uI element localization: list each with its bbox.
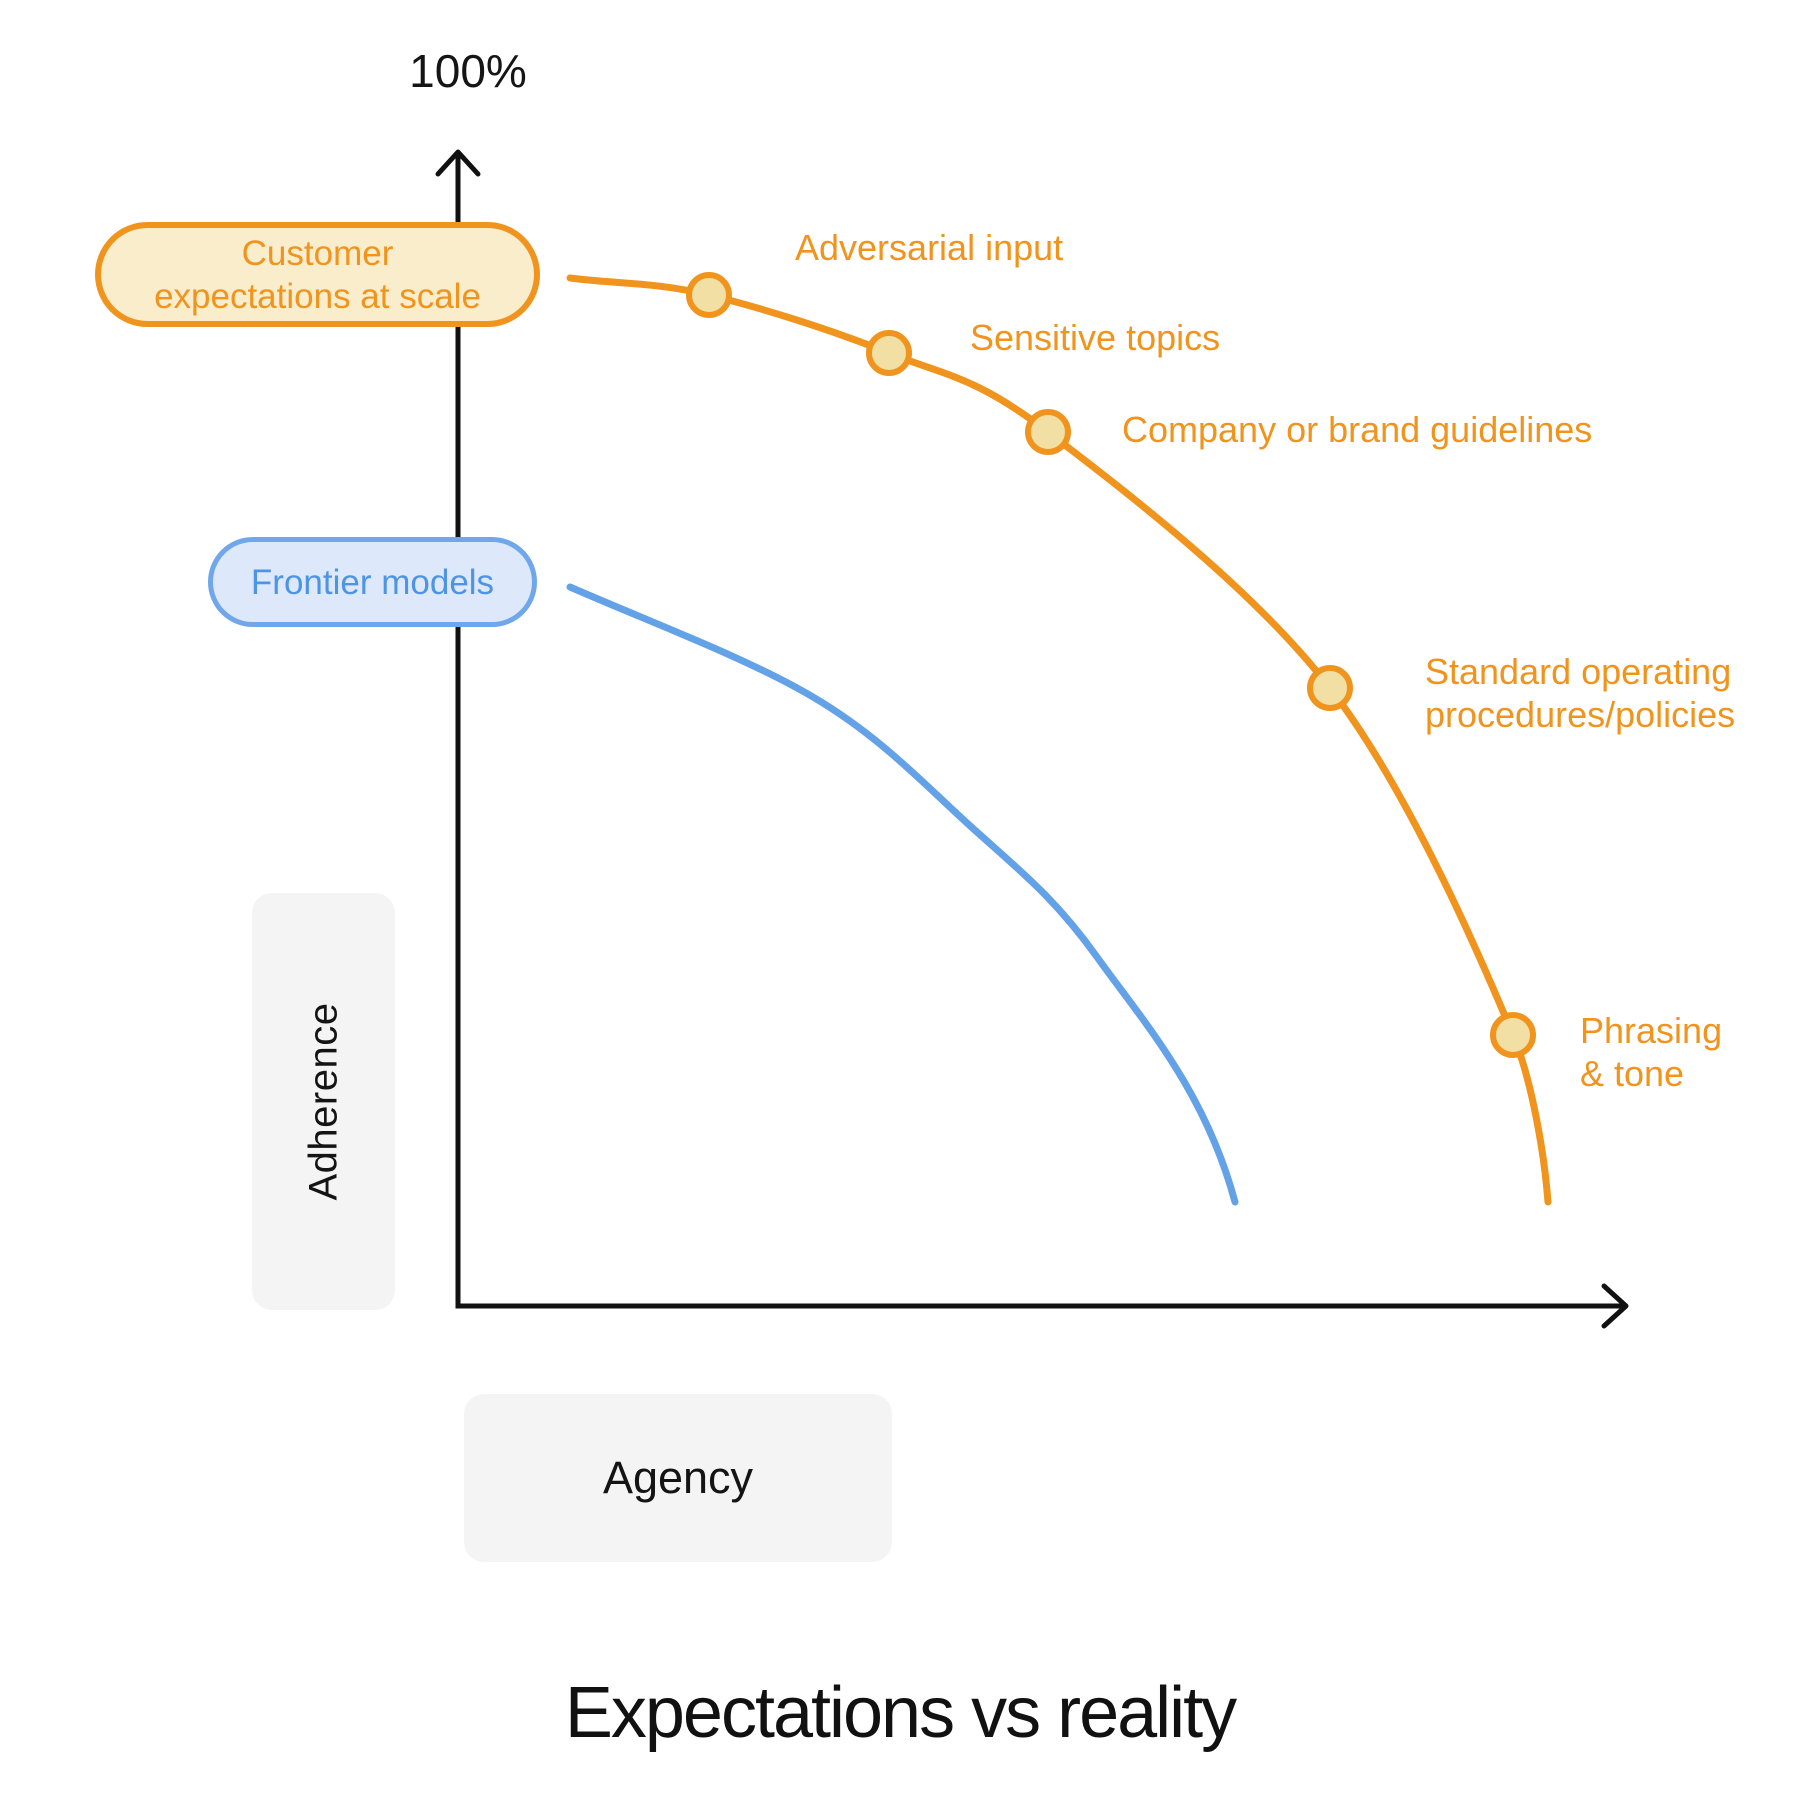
customer-badge-line1: Customer: [241, 233, 394, 273]
x-axis-label: Agency: [602, 1452, 754, 1503]
curve-annotation-label: Company or brand guidelines: [1122, 409, 1593, 450]
curve-point-marker: [686, 272, 732, 318]
curve-annotation-label: Adversarial input: [795, 227, 1064, 268]
y-axis-label-box: Adherence: [252, 893, 395, 1310]
curve-markers: [686, 272, 1536, 1058]
frontier-models-badge: Frontier models: [208, 537, 537, 627]
customer-expectations-badge: Customer expectations at scale: [95, 222, 540, 327]
curve-annotation-label: Sensitive topics: [970, 317, 1221, 358]
curve-point-marker: [1025, 409, 1071, 455]
y-axis-arrowhead-icon: [435, 149, 481, 177]
y-axis-top-tick-label: 100%: [409, 45, 527, 97]
chart-title: Expectations vs reality: [564, 1673, 1237, 1753]
y-axis-label: Adherence: [301, 1002, 346, 1201]
x-axis-label-box: Agency: [464, 1394, 892, 1562]
curve-annotation-label: Standard operating procedures/policies: [1425, 651, 1736, 735]
frontier-badge-label: Frontier models: [250, 562, 495, 602]
curve-point-marker: [866, 330, 912, 376]
curve-point-marker: [1307, 665, 1353, 711]
axis-lines: [455, 152, 1624, 1309]
frontier-curve: [566, 583, 1239, 1206]
x-axis-arrowhead-icon: [1601, 1283, 1629, 1329]
curve-annotation-label: Phrasing & tone: [1580, 1010, 1723, 1094]
curve-point-marker: [1490, 1012, 1536, 1058]
customer-badge-line2: expectations at scale: [154, 276, 481, 316]
